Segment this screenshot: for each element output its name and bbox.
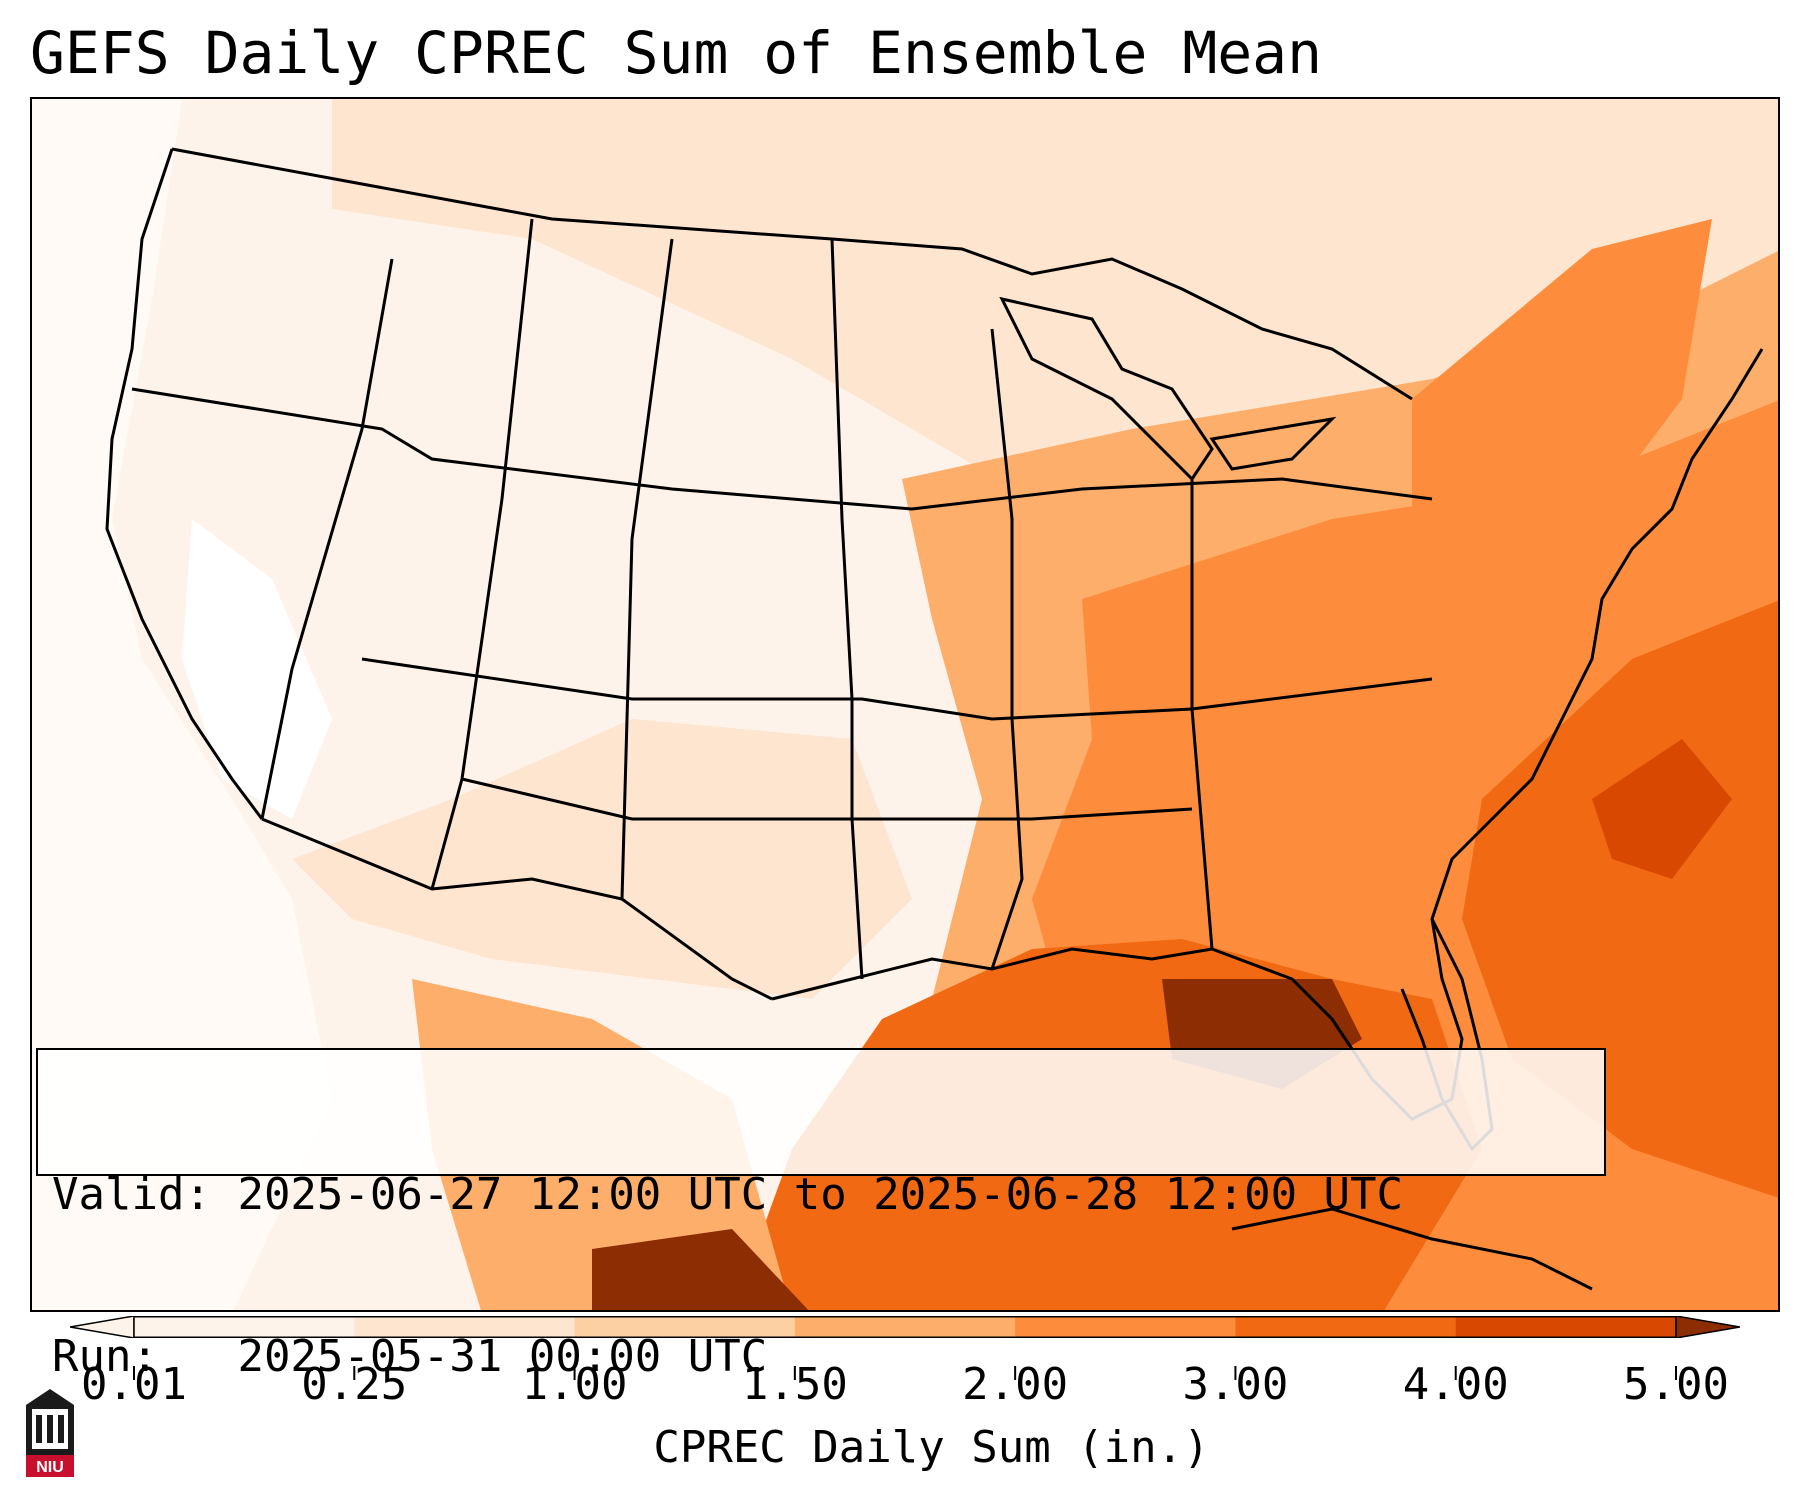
colorbar-tick-label: 3.00 (1182, 1359, 1289, 1410)
colorbar-extend-low (70, 1316, 135, 1338)
colorbar-tick-label: 1.50 (741, 1359, 848, 1410)
state-line-mountain (430, 218, 534, 890)
map-title: GEFS Daily CPREC Sum of Ensemble Mean (30, 19, 1323, 87)
southwest-shading (292, 719, 912, 999)
colorbar-segment (134, 1316, 355, 1338)
colorbar-tick-label: 4.00 (1402, 1359, 1509, 1410)
colorbar-segment (354, 1316, 576, 1338)
state-line-middle (361, 657, 1433, 721)
lake-erie (1209, 416, 1337, 471)
canada-border (171, 147, 1413, 401)
logo-text: NIU (36, 1459, 64, 1476)
atlantic-max-shading (1592, 739, 1732, 879)
state-line-plains (830, 238, 864, 980)
california-shading (182, 519, 332, 819)
colorbar-tick-label: 2.00 (962, 1359, 1069, 1410)
colorbar (70, 1316, 1740, 1338)
colorbar-label: CPREC Daily Sum (in.) (653, 1422, 1210, 1473)
pacific-shading (32, 99, 332, 1310)
colorbar-segment (1455, 1316, 1677, 1338)
colorbar-tick-label: 0.25 (301, 1359, 408, 1410)
state-line-north (131, 387, 1433, 511)
state-line-west (260, 258, 394, 820)
valid-run-info-box: Valid: 2025-06-27 12:00 UTC to 2025-06-2… (36, 1048, 1606, 1382)
northeast-shading (1412, 219, 1712, 599)
colorbar-tick-label: 1.00 (521, 1359, 628, 1410)
colorbar-tick-label: 5.00 (1623, 1359, 1729, 1410)
colorbar-segment (1015, 1316, 1236, 1338)
colorbar-segment (794, 1316, 1016, 1338)
mexico-border (261, 817, 773, 1001)
state-line-mississippi (990, 328, 1024, 970)
west-coast (105, 148, 264, 820)
colorbar-outline (133, 1316, 1677, 1338)
state-line-rockies (620, 238, 674, 900)
niu-logo-icon: NIU (26, 1389, 74, 1477)
south-mexico-max-shading (592, 1229, 809, 1310)
east-coast (1550, 348, 1764, 740)
run-value: 2025-05-31 00:00 UTC (237, 1331, 768, 1382)
colorbar-tick-label: 0.01 (81, 1359, 187, 1410)
boundaries (105, 147, 1764, 1291)
valid-row: Valid: 2025-06-27 12:00 UTC to 2025-06-2… (52, 1168, 1590, 1222)
cuba (1231, 1207, 1593, 1291)
colorbar-segment (574, 1316, 796, 1338)
colorbar-extend-high (1675, 1316, 1740, 1338)
great-lakes (999, 296, 1214, 482)
colorbar-segment (1235, 1316, 1457, 1338)
run-row: Run: 2025-05-31 00:00 UTC (52, 1330, 1590, 1384)
valid-value: 2025-06-27 12:00 UTC to 2025-06-28 12:00… (237, 1169, 1404, 1220)
run-label: Run: (52, 1331, 158, 1382)
colorbar-ticks (133, 1366, 1677, 1380)
valid-label: Valid: (52, 1169, 211, 1220)
state-line-east (1190, 479, 1214, 950)
